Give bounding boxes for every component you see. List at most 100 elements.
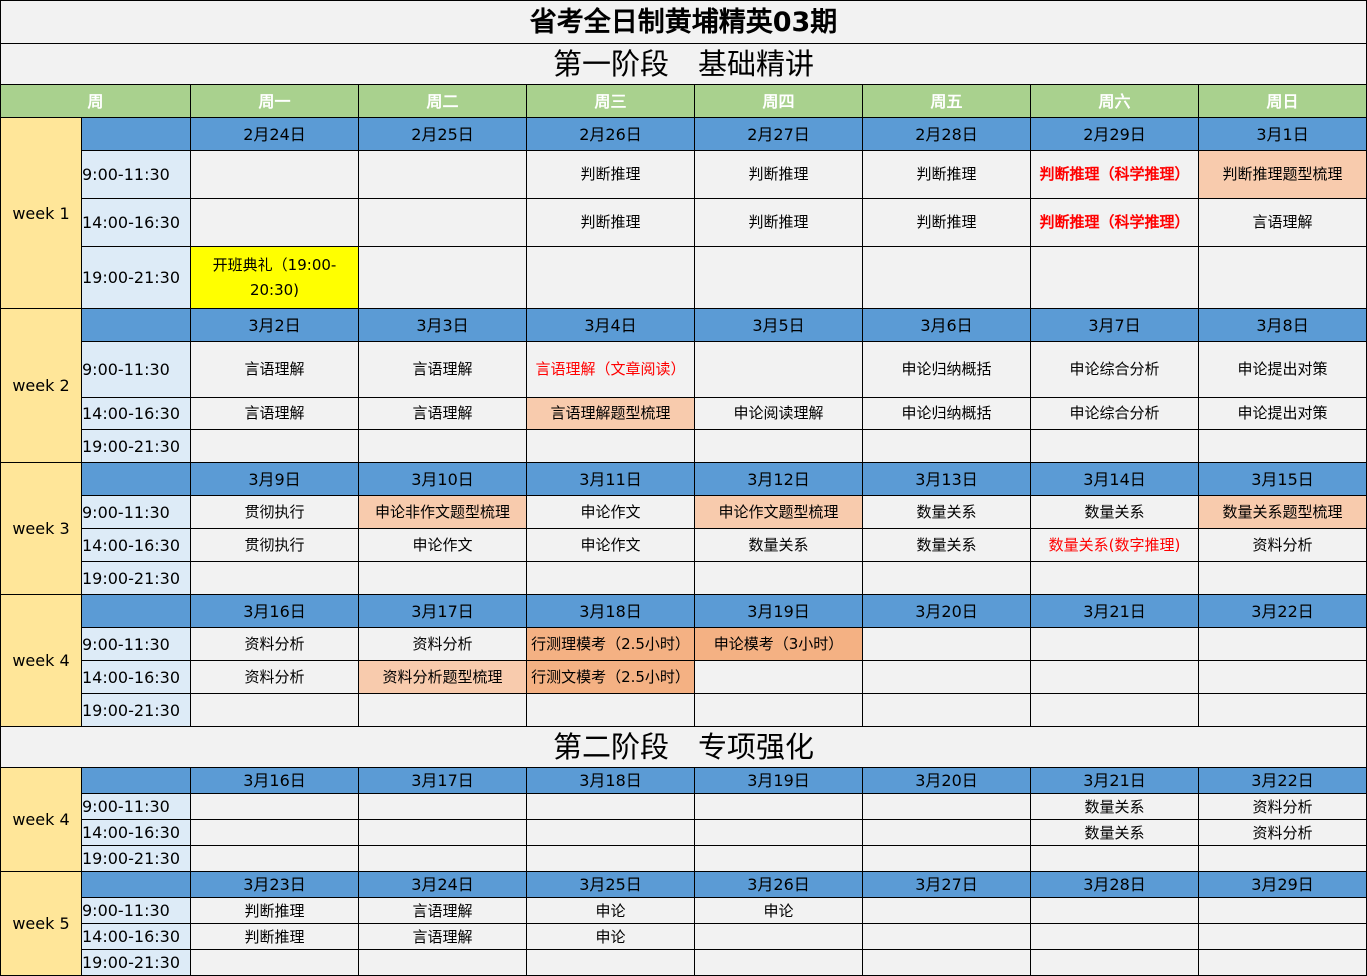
schedule-cell[interactable]: 资料分析题型梳理 <box>358 660 527 694</box>
schedule-cell[interactable]: 数量关系 <box>1030 495 1199 529</box>
schedule-cell[interactable] <box>190 429 359 463</box>
schedule-cell[interactable]: 言语理解 <box>1197 198 1367 247</box>
schedule-cell[interactable]: 言语理解 <box>358 897 527 924</box>
schedule-cell[interactable]: 申论 <box>526 897 695 924</box>
date-cell[interactable]: 2月29日 <box>1030 117 1199 151</box>
schedule-cell[interactable] <box>862 660 1031 694</box>
schedule-cell[interactable] <box>862 923 1031 950</box>
time-slot[interactable]: 19:00-21:30 <box>81 693 191 727</box>
header-week[interactable]: 周 <box>0 84 191 118</box>
date-cell[interactable]: 3月20日 <box>862 767 1031 794</box>
time-slot[interactable]: 14:00-16:30 <box>81 819 191 846</box>
schedule-cell[interactable]: 言语理解题型梳理 <box>526 397 695 430</box>
schedule-cell[interactable] <box>358 819 527 846</box>
schedule-cell[interactable] <box>190 150 359 199</box>
date-cell[interactable]: 3月19日 <box>694 594 863 628</box>
schedule-cell[interactable]: 贯彻执行 <box>190 495 359 529</box>
schedule-cell[interactable]: 资料分析 <box>1197 793 1367 820</box>
schedule-cell[interactable] <box>526 949 695 976</box>
date-cell[interactable]: 3月15日 <box>1197 462 1367 496</box>
schedule-cell[interactable] <box>526 561 695 595</box>
header-day[interactable]: 周二 <box>358 84 527 118</box>
schedule-cell[interactable] <box>358 845 527 872</box>
schedule-cell[interactable] <box>358 246 527 309</box>
header-day[interactable]: 周四 <box>694 84 863 118</box>
date-cell[interactable]: 3月29日 <box>1197 871 1367 898</box>
time-slot[interactable]: 9:00-11:30 <box>81 627 191 661</box>
date-cell[interactable]: 3月23日 <box>190 871 359 898</box>
schedule-cell[interactable] <box>190 819 359 846</box>
schedule-cell[interactable]: 言语理解 <box>358 923 527 950</box>
time-slot[interactable]: 9:00-11:30 <box>81 341 191 398</box>
schedule-cell[interactable] <box>1197 949 1367 976</box>
date-cell[interactable]: 3月21日 <box>1030 594 1199 628</box>
schedule-cell[interactable] <box>526 845 695 872</box>
schedule-cell[interactable]: 申论模考（3小时） <box>694 627 863 661</box>
schedule-cell[interactable]: 判断推理 <box>526 198 695 247</box>
schedule-cell[interactable] <box>1030 923 1199 950</box>
schedule-cell[interactable]: 数量关系(数字推理) <box>1030 528 1199 562</box>
schedule-cell[interactable]: 申论归纳概括 <box>862 341 1031 398</box>
schedule-cell[interactable] <box>694 923 863 950</box>
schedule-cell[interactable] <box>1030 660 1199 694</box>
schedule-cell[interactable]: 申论综合分析 <box>1030 397 1199 430</box>
schedule-cell[interactable] <box>694 341 863 398</box>
schedule-cell[interactable] <box>694 845 863 872</box>
schedule-cell[interactable] <box>862 793 1031 820</box>
week-label[interactable]: week 4 <box>0 767 82 872</box>
schedule-cell[interactable] <box>862 949 1031 976</box>
date-cell[interactable]: 3月22日 <box>1197 767 1367 794</box>
schedule-cell[interactable] <box>694 819 863 846</box>
phase-title[interactable]: 第一阶段 基础精讲 <box>0 43 1367 85</box>
schedule-cell[interactable] <box>358 150 527 199</box>
time-slot[interactable]: 19:00-21:30 <box>81 949 191 976</box>
week-label[interactable]: week 3 <box>0 462 82 595</box>
header-day[interactable]: 周日 <box>1197 84 1367 118</box>
schedule-cell[interactable] <box>190 693 359 727</box>
week-label[interactable]: week 4 <box>0 594 82 727</box>
date-cell[interactable]: 3月1日 <box>1197 117 1367 151</box>
date-cell[interactable]: 3月20日 <box>862 594 1031 628</box>
time-slot[interactable]: 9:00-11:30 <box>81 793 191 820</box>
date-cell[interactable]: 3月4日 <box>526 308 695 342</box>
schedule-cell[interactable] <box>694 693 863 727</box>
schedule-cell[interactable] <box>694 660 863 694</box>
schedule-cell[interactable]: 言语理解 <box>358 397 527 430</box>
schedule-cell[interactable]: 判断推理 <box>862 150 1031 199</box>
schedule-cell[interactable] <box>526 793 695 820</box>
date-cell[interactable]: 3月11日 <box>526 462 695 496</box>
week-label[interactable]: week 1 <box>0 117 82 309</box>
schedule-cell[interactable] <box>862 845 1031 872</box>
schedule-cell[interactable] <box>1197 923 1367 950</box>
time-slot[interactable]: 14:00-16:30 <box>81 397 191 430</box>
date-cell[interactable]: 3月16日 <box>190 767 359 794</box>
date-cell[interactable]: 3月21日 <box>1030 767 1199 794</box>
schedule-cell[interactable] <box>862 897 1031 924</box>
schedule-cell[interactable]: 开班典礼（19:00-20:30) <box>190 246 359 309</box>
schedule-cell[interactable] <box>1030 897 1199 924</box>
date-cell[interactable]: 2月26日 <box>526 117 695 151</box>
date-cell[interactable]: 3月19日 <box>694 767 863 794</box>
schedule-cell[interactable]: 贯彻执行 <box>190 528 359 562</box>
schedule-cell[interactable]: 申论 <box>694 897 863 924</box>
date-cell[interactable]: 3月5日 <box>694 308 863 342</box>
date-cell[interactable]: 3月17日 <box>358 767 527 794</box>
schedule-cell[interactable]: 申论作文 <box>526 528 695 562</box>
week-label[interactable]: week 2 <box>0 308 82 463</box>
date-cell[interactable]: 3月24日 <box>358 871 527 898</box>
schedule-cell[interactable]: 资料分析 <box>190 660 359 694</box>
schedule-cell[interactable]: 资料分析 <box>1197 528 1367 562</box>
schedule-cell[interactable]: 判断推理（科学推理） <box>1030 198 1199 247</box>
schedule-cell[interactable] <box>862 246 1031 309</box>
schedule-cell[interactable] <box>358 793 527 820</box>
schedule-cell[interactable] <box>1030 693 1199 727</box>
time-slot[interactable]: 9:00-11:30 <box>81 495 191 529</box>
schedule-cell[interactable]: 资料分析 <box>358 627 527 661</box>
schedule-cell[interactable]: 判断推理题型梳理 <box>1197 150 1367 199</box>
schedule-cell[interactable] <box>1197 845 1367 872</box>
schedule-cell[interactable] <box>190 561 359 595</box>
schedule-cell[interactable] <box>1197 660 1367 694</box>
schedule-cell[interactable]: 数量关系 <box>694 528 863 562</box>
time-slot[interactable]: 19:00-21:30 <box>81 845 191 872</box>
schedule-cell[interactable] <box>190 949 359 976</box>
